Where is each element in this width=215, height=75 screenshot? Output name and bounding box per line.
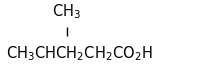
Text: CH$_3$: CH$_3$ (52, 2, 81, 21)
Text: CH$_3$CHCH$_2$CH$_2$CO$_2$H: CH$_3$CHCH$_2$CH$_2$CO$_2$H (6, 45, 153, 63)
